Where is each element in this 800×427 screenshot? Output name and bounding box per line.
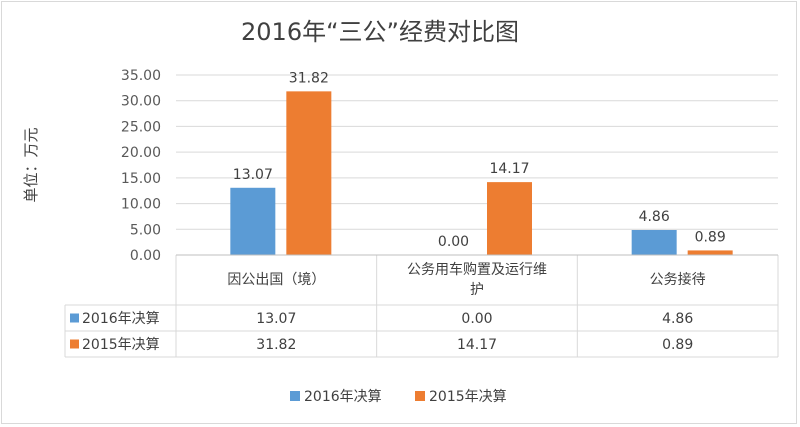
legend-label: 2015年决算 [429,389,507,405]
table-cell: 0.00 [461,311,492,327]
y-tick-label: 20.00 [121,145,161,161]
chart-title: 2016年“三公”经费对比图 [241,18,519,46]
bar-2016 [631,230,677,255]
table-cell: 13.07 [256,311,296,327]
table-cell: 0.89 [662,337,693,353]
table-cell: 14.17 [457,337,497,353]
category-label: 公务用车购置及运行维 [407,261,547,278]
data-labels: 13.07 0.00 4.86 31.82 14.17 0.89 [233,70,726,250]
bar-2016 [230,187,276,255]
category-label: 护 [470,282,484,298]
y-tick-label: 15.00 [121,171,161,187]
legend-key [415,391,425,401]
data-label: 31.82 [289,70,329,86]
y-tick-label: 30.00 [121,94,161,110]
table-series-name: 2015年决算 [82,337,160,353]
y-tick-label: 5.00 [130,222,161,238]
legend-label: 2016年决算 [304,389,382,405]
table-legend-key [70,339,79,349]
y-axis-label: 单位：万元 [22,127,40,202]
y-tick-label: 25.00 [121,119,161,135]
table-cell: 31.82 [256,337,296,353]
category-label: 因公出国（境） [227,272,325,288]
bars [230,91,733,256]
bar-2015 [687,250,733,255]
y-tick-label: 10.00 [121,197,161,213]
y-tick-label: 0.00 [130,248,161,264]
bar-2015 [286,91,332,256]
data-label: 0.89 [695,229,726,245]
table-legend-key [70,313,79,323]
category-label: 公务接待 [650,271,706,288]
data-label: 14.17 [489,161,529,177]
data-label: 0.00 [438,234,469,250]
table-cell: 4.86 [662,311,693,327]
table-series-name: 2016年决算 [82,311,160,327]
bar-2015 [487,182,532,255]
data-label: 13.07 [233,167,273,183]
legend-key [290,391,300,401]
data-label: 4.86 [639,209,670,225]
legend: 2016年决算 2015年决算 [290,389,507,405]
y-tick-labels: 0.00 5.00 10.00 15.00 20.00 25.00 30.00 35.00 [121,68,161,264]
y-tick-label: 35.00 [121,68,161,84]
